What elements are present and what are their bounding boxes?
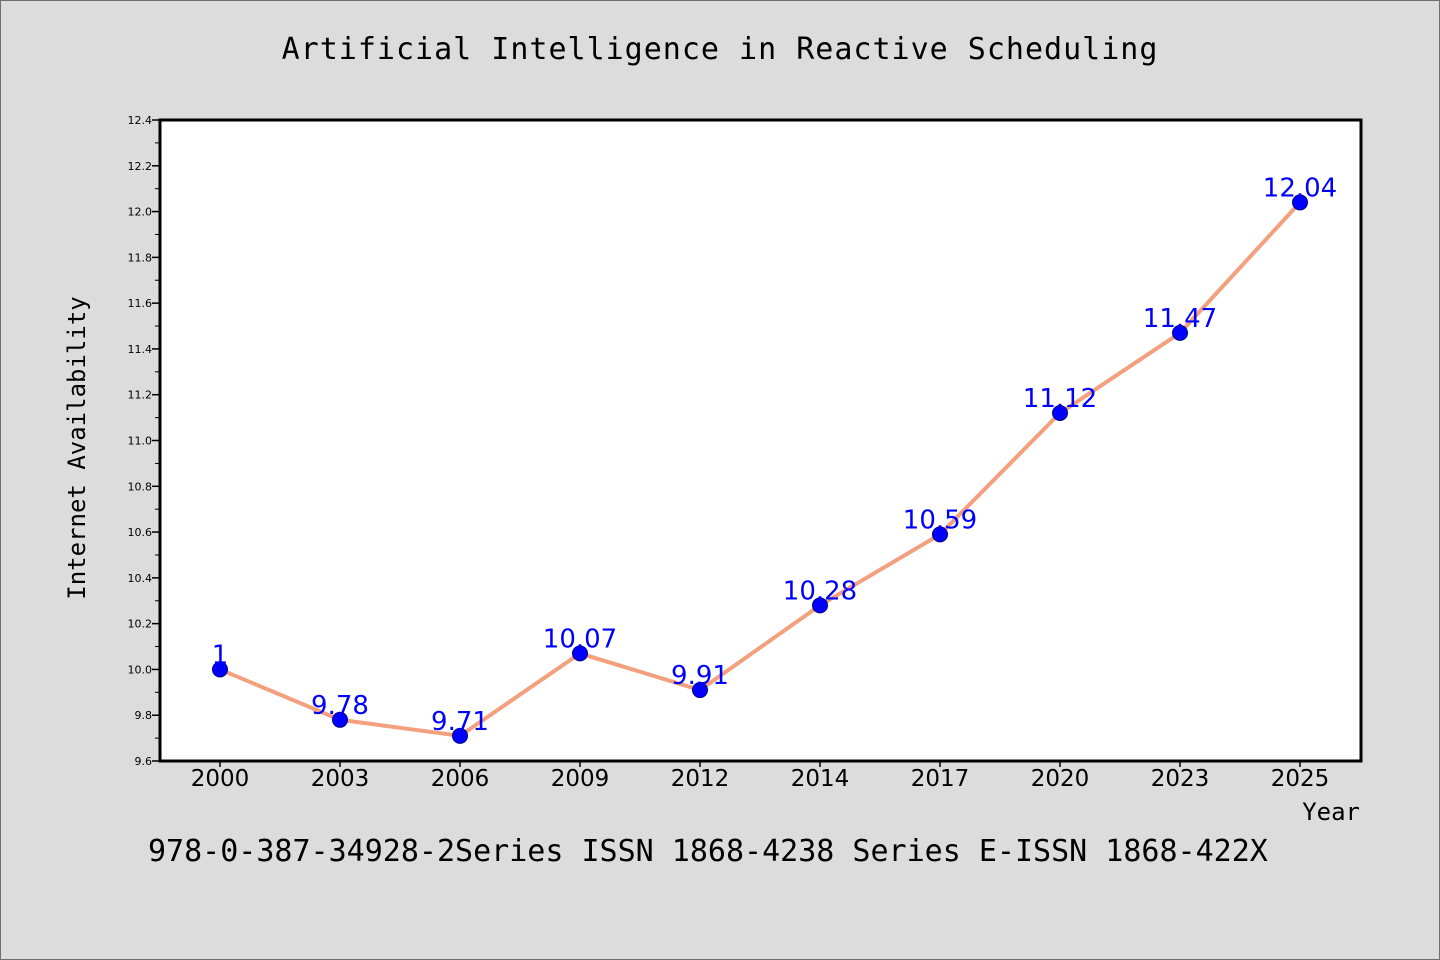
data-point (812, 597, 828, 614)
x-tick-label: 2025 (1271, 766, 1330, 792)
series-line (219, 201, 1302, 738)
y-tick-label: 9.6 (135, 755, 153, 768)
x-tick-label: 2014 (791, 766, 850, 792)
data-label: 11.47 (1143, 304, 1217, 334)
data-point (332, 711, 348, 728)
data-label: 10.07 (543, 624, 617, 654)
plot-area (158, 118, 1363, 763)
y-axis-title: Internet Availability (63, 296, 91, 599)
data-labels: 1 9.78 9.71 10.07 9.91 10.28 10.59 11.12 11.47 12… (212, 173, 1337, 736)
y-tick-label: 11.0 (128, 435, 153, 448)
y-tick-label: 9.8 (135, 709, 153, 722)
y-tick-label: 11.2 (128, 389, 153, 402)
y-tick-label: 10.8 (128, 480, 153, 493)
data-point (932, 526, 948, 543)
data-point (452, 727, 468, 744)
x-tick-label: 2000 (191, 766, 250, 792)
data-label: 10.59 (903, 505, 977, 535)
x-tick-label: 2020 (1031, 766, 1090, 792)
y-tick-label: 10.4 (128, 572, 153, 585)
x-axis: 2000 2003 2006 2009 2012 2014 2017 2020 2023 2025 (191, 761, 1330, 792)
data-label: 10.28 (783, 576, 857, 606)
y-tick-label: 12.0 (128, 206, 153, 219)
chart-title: Artificial Intelligence in Reactive Sche… (281, 32, 1159, 67)
x-tick-label: 2023 (1151, 766, 1210, 792)
data-label: 11.12 (1023, 384, 1097, 414)
data-label: 9.78 (311, 691, 369, 721)
y-axis: 9.6 9.8 10.0 10.2 10.4 10.6 10.8 11.0 11.2 11.4 11… (128, 114, 160, 768)
y-tick-label: 10.2 (128, 618, 153, 631)
y-tick-label: 11.8 (128, 251, 153, 264)
x-tick-label: 2006 (431, 766, 490, 792)
data-point (1052, 405, 1068, 422)
x-tick-label: 2009 (551, 766, 610, 792)
x-axis-title: Year (1302, 798, 1360, 826)
isbn-footer: 978-0-387-34928-2Series ISSN 1868-4238 S… (148, 834, 1268, 869)
y-tick-label: 11.4 (128, 343, 153, 356)
y-tick-label: 10.0 (128, 663, 153, 676)
x-tick-label: 2012 (671, 766, 730, 792)
data-label: 9.71 (431, 707, 489, 737)
data-label: 12.04 (1263, 173, 1337, 203)
y-tick-label: 12.4 (128, 114, 153, 127)
x-tick-label: 2003 (311, 766, 370, 792)
y-tick-label: 11.6 (128, 297, 153, 310)
series-markers (212, 194, 1308, 744)
y-tick-label: 10.6 (128, 526, 153, 539)
data-point (1172, 324, 1188, 341)
data-point (692, 682, 708, 699)
data-label: 1 (212, 640, 229, 670)
x-tick-label: 2017 (911, 766, 970, 792)
y-tick-label: 12.2 (128, 160, 153, 173)
data-label: 9.91 (671, 661, 729, 691)
data-point (212, 661, 228, 678)
data-point (572, 645, 588, 662)
data-point (1292, 194, 1308, 211)
